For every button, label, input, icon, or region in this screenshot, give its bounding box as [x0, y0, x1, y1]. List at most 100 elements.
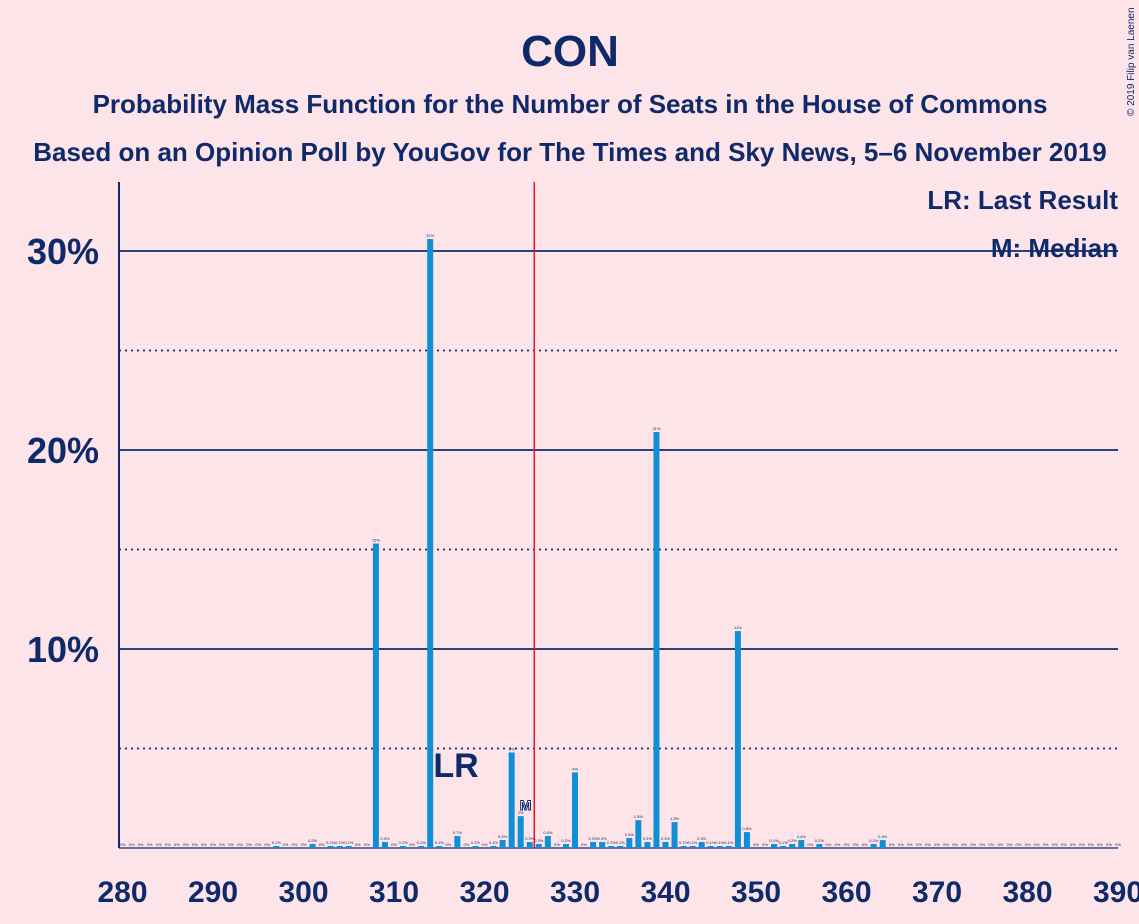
bar	[372, 543, 379, 848]
bar-value-label: 0.1%	[335, 840, 345, 845]
x-tick-label: 330	[550, 876, 600, 909]
zero-value-label: 0%	[979, 842, 985, 847]
zero-value-label: 0%	[165, 842, 171, 847]
bar-value-label: 0.1%	[471, 840, 481, 845]
bar-value-label: 0.2%	[815, 838, 825, 843]
bar	[789, 844, 796, 848]
bar-value-label: 0.1%	[688, 840, 698, 845]
bar-value-label: 0.1%	[489, 840, 499, 845]
bar	[436, 846, 443, 848]
bar	[454, 836, 461, 848]
x-tick-label: 300	[278, 876, 328, 909]
zero-value-label: 0%	[826, 842, 832, 847]
zero-value-label: 0%	[807, 842, 813, 847]
bar-value-label: 0.3%	[697, 836, 707, 841]
zero-value-label: 0%	[889, 842, 895, 847]
x-axis-ticks: 280 290 300 310 320 330 340 350 360 370 380 390	[97, 876, 1139, 909]
bar-series	[273, 239, 886, 848]
zero-value-label: 0%	[907, 842, 913, 847]
chart-title: CON	[521, 27, 619, 76]
zero-value-label: 0%	[952, 842, 958, 847]
zero-value-label: 0%	[554, 842, 560, 847]
bar	[490, 846, 497, 848]
legend-median: M: Median	[991, 233, 1118, 263]
bar	[327, 846, 334, 848]
copyright-credit: © 2019 Filip van Laenen	[1126, 7, 1137, 116]
bar	[870, 844, 877, 848]
x-tick-label: 380	[1002, 876, 1052, 909]
x-tick-label: 360	[821, 876, 871, 909]
bar-value-label: 0.1%	[706, 840, 716, 845]
x-tick-label: 340	[640, 876, 690, 909]
bar	[418, 846, 425, 848]
zero-value-label: 0%	[925, 842, 931, 847]
bar-value-label: 0.2%	[788, 838, 798, 843]
bar	[816, 844, 823, 848]
bar-value-label: 0.2%	[869, 838, 879, 843]
bar	[716, 846, 723, 848]
y-axis-ticks: 10% 20% 30%	[27, 231, 99, 670]
zero-value-labels: 0% 0% 0% 0% 0% 0% 0% 0% 0% 0% 0% 0% 0% 0% 0% 0% 0% 0% 0% 0%…	[120, 842, 1122, 847]
bar	[472, 846, 479, 848]
zero-value-label: 0%	[147, 842, 153, 847]
zero-value-label: 0%	[156, 842, 162, 847]
x-tick-label: 390	[1093, 876, 1139, 909]
zero-value-label: 0%	[301, 842, 307, 847]
zero-value-label: 0%	[916, 842, 922, 847]
bar-value-label: 0.1%	[779, 840, 789, 845]
zero-value-label: 0%	[898, 842, 904, 847]
y-tick-label: 10%	[27, 629, 99, 670]
chart-subtitle-2: Based on an Opinion Poll by YouGov for T…	[33, 137, 1107, 167]
bar-value-label: 0.8%	[742, 826, 752, 831]
zero-value-label: 0%	[482, 842, 488, 847]
zero-value-label: 0%	[255, 842, 261, 847]
zero-value-label: 0%	[1115, 842, 1121, 847]
bar-value-label: 31%	[426, 233, 434, 238]
zero-value-label: 0%	[943, 842, 949, 847]
bar-value-labels: 0.1% 0.2% 0.1% 0.1% 0.1%15%0.3%0.1% 0.1%31%0.…	[272, 233, 888, 845]
bar	[743, 832, 750, 848]
zero-value-label: 0%	[364, 842, 370, 847]
bar	[562, 844, 569, 848]
bar	[689, 846, 696, 848]
zero-value-label: 0%	[409, 842, 415, 847]
bar	[572, 772, 578, 848]
bar-value-label: 0.1%	[326, 840, 336, 845]
bar-value-label: 0.2%	[561, 838, 571, 843]
zero-value-label: 0%	[237, 842, 243, 847]
bar-value-label: 15%	[372, 538, 380, 543]
zero-value-label: 0%	[129, 842, 135, 847]
x-tick-label: 320	[459, 876, 509, 909]
bar	[707, 846, 714, 848]
bar	[526, 842, 533, 848]
zero-value-label: 0%	[1070, 842, 1076, 847]
zero-value-label: 0%	[355, 842, 361, 847]
zero-value-label: 0%	[581, 842, 587, 847]
zero-value-label: 0%	[319, 842, 325, 847]
bar	[427, 239, 434, 848]
bar	[508, 752, 515, 848]
zero-value-label: 0%	[192, 842, 198, 847]
zero-value-label: 0%	[1097, 842, 1103, 847]
bar-value-label: 0.1%	[724, 840, 734, 845]
bar-value-label: 0.1%	[398, 840, 408, 845]
zero-value-label: 0%	[1007, 842, 1013, 847]
bar	[653, 432, 660, 848]
bar-value-label: 0.5%	[625, 832, 635, 837]
zero-value-label: 0%	[835, 842, 841, 847]
zero-value-label: 0%	[934, 842, 940, 847]
bar-value-label: 0.3%	[380, 836, 390, 841]
zero-value-label: 0%	[292, 842, 298, 847]
bar	[635, 820, 642, 848]
zero-value-label: 0%	[997, 842, 1003, 847]
bar-value-label: 1.3%	[670, 816, 680, 821]
median-marker: M	[520, 797, 532, 813]
x-tick-label: 290	[188, 876, 238, 909]
zero-value-label: 0%	[228, 842, 234, 847]
bar-value-label: 0.2%	[308, 838, 318, 843]
zero-value-label: 0%	[246, 842, 252, 847]
bar-value-label: 0.1%	[616, 840, 626, 845]
zero-value-label: 0%	[853, 842, 859, 847]
bar-value-label: 11%	[734, 625, 742, 630]
